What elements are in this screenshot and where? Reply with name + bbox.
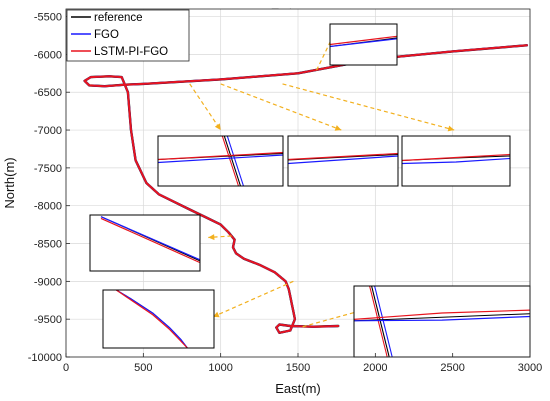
zoom-inset (401, 135, 511, 187)
y-tick-label: -5500 (34, 12, 62, 24)
inset-frame (287, 135, 399, 187)
zoom-insets (89, 23, 531, 358)
inset-pointer (282, 83, 455, 131)
inset-background (90, 215, 200, 271)
zoom-inset (157, 135, 284, 187)
inset-line-crossing (223, 136, 242, 186)
inset-line-crossing (226, 136, 245, 186)
y-tick-label: -6000 (34, 49, 62, 61)
x-axis-title: East(m) (275, 381, 321, 396)
inset-line-fgo (100, 216, 200, 261)
inset-pointer-arrowhead (208, 234, 215, 241)
inset-pointer (208, 235, 232, 239)
zoom-inset (287, 135, 399, 187)
inset-frame (401, 135, 511, 187)
inset-line-crossing (221, 136, 240, 186)
inset-background (330, 24, 397, 65)
inset-background (402, 136, 510, 186)
inset-line-crossing (371, 286, 390, 357)
inset-line-fgo (402, 157, 510, 165)
inset-line-lstm-pi-fgo (115, 290, 188, 348)
inset-frame (329, 23, 398, 66)
legend-label-reference: reference (94, 12, 143, 24)
inset-line-lstm-pi-fgo (402, 153, 510, 162)
x-tick-label: 2000 (363, 362, 387, 374)
inset-line-fgo (158, 154, 283, 164)
inset-line-crossing (369, 286, 388, 357)
y-tick-label: -10000 (28, 352, 62, 364)
legend-label-lstm-pi-fgo: LSTM-PI-FGO (94, 46, 168, 58)
series-line-lstm-pi-fgo (83, 44, 528, 334)
legend-box (66, 9, 190, 62)
x-tick-label: 0 (63, 362, 69, 374)
axes: 0 500 1000 1500 2000 2500 3000 -5500 -6000 -6500 -… (28, 12, 543, 374)
inset-pointer-arrowhead (334, 125, 342, 131)
inset-line-fgo (354, 315, 530, 322)
y-tick-label: -8500 (34, 239, 62, 251)
y-tick-label: -7500 (34, 163, 62, 175)
inset-background (288, 136, 398, 186)
inset-frame (102, 289, 215, 349)
inset-pointer (302, 309, 364, 328)
y-tick-label: -8000 (34, 201, 62, 213)
y-tick-label: -9500 (34, 314, 62, 326)
inset-line-crossing (374, 286, 393, 357)
inset-line-fgo (288, 155, 398, 165)
inset-frame (157, 135, 284, 187)
x-tick-label: 2500 (440, 362, 464, 374)
zoom-inset (89, 214, 201, 272)
x-tick-label: 1500 (286, 362, 310, 374)
zoom-inset (353, 285, 531, 358)
inset-line-lstm-pi-fgo (100, 217, 200, 264)
inset-line-lstm-pi-fgo (158, 151, 283, 161)
inset-line-fgo (115, 290, 188, 348)
inset-pointer-arrowhead (212, 311, 220, 318)
inset-line-lstm-pi-fgo (330, 35, 397, 46)
inset-pointer-arrowhead (214, 123, 221, 131)
zoom-inset (102, 289, 215, 349)
inset-line-fgo (330, 38, 397, 48)
y-tick-label: -6500 (34, 87, 62, 99)
inset-pointer (220, 83, 342, 131)
zoom-inset (329, 23, 398, 66)
data-series (83, 44, 529, 334)
y-tick-label: -7000 (34, 125, 62, 137)
x-tick-label: 3000 (518, 362, 542, 374)
inset-pointer (189, 83, 222, 131)
inset-frame (89, 214, 201, 272)
inset-line-reference (354, 313, 530, 322)
x-tick-label: 500 (134, 362, 152, 374)
inset-line-lstm-pi-fgo (288, 152, 398, 161)
legend: reference FGO LSTM-PI-FGO (66, 9, 190, 62)
legend-label-fgo: FGO (94, 29, 119, 41)
x-tick-label: 1000 (208, 362, 232, 374)
y-tick-label: -9000 (34, 276, 62, 288)
y-axis-title: North(m) (2, 157, 17, 208)
inset-pointer (212, 280, 294, 318)
inset-line-lstm-pi-fgo (354, 309, 530, 320)
inset-pointer-arrowhead (447, 125, 455, 132)
